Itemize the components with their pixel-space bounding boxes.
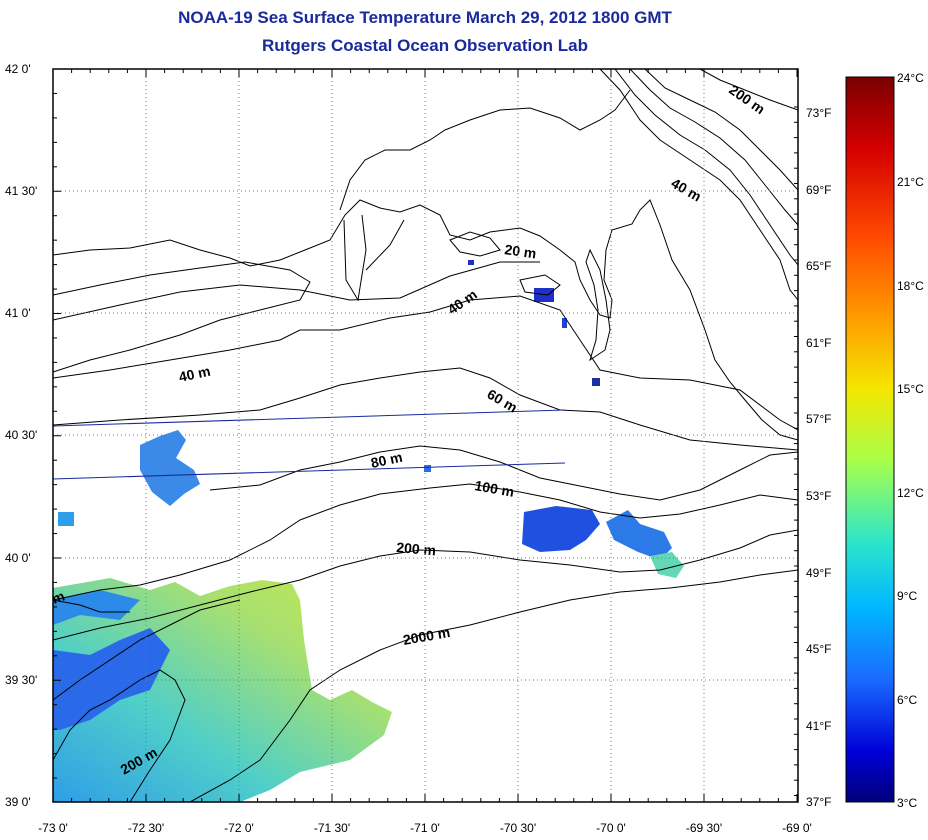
- lat-label: 39 0': [5, 795, 31, 809]
- contour-2000m: [189, 569, 798, 802]
- longitude-labels: -73 0' -72 30' -72 0' -71 30' -71 0' -70…: [38, 821, 812, 835]
- f-label: 61°F: [806, 336, 831, 350]
- f-label: 45°F: [806, 642, 831, 656]
- sst-patch-dot-1: [592, 378, 600, 386]
- depth-label-40-west: 40 m: [177, 363, 212, 385]
- cb-label: 12°C: [897, 486, 924, 500]
- cb-label: 9°C: [897, 589, 917, 603]
- transect-north: [52, 409, 566, 427]
- cb-label: 21°C: [897, 175, 924, 189]
- contour-ne-3: [629, 69, 798, 226]
- sst-patch-southwest-cold: [53, 628, 170, 730]
- lat-label: 39 30': [5, 673, 37, 687]
- contour-100m: [53, 483, 798, 601]
- transect-south: [52, 462, 566, 480]
- cb-label: 6°C: [897, 693, 917, 707]
- f-label: 49°F: [806, 566, 831, 580]
- tick-marks: [52, 68, 798, 802]
- lon-label: -71 0': [410, 821, 440, 835]
- cb-label: 24°C: [897, 71, 924, 85]
- contour-20m: [53, 261, 540, 321]
- f-label: 53°F: [806, 489, 831, 503]
- contour-60m: [53, 367, 798, 451]
- cb-label: 18°C: [897, 279, 924, 293]
- bay-line-1: [343, 214, 367, 302]
- gridlines: [53, 69, 798, 802]
- f-label: 69°F: [806, 183, 831, 197]
- island-martha: [449, 231, 501, 257]
- depth-label-100: 100 m: [473, 477, 515, 500]
- lon-label: -72 30': [128, 821, 164, 835]
- contour-ne-4: [644, 69, 798, 191]
- lon-label: -72 0': [224, 821, 254, 835]
- lat-label: 41 30': [5, 184, 37, 198]
- sst-patch-dot-4: [562, 318, 567, 328]
- lat-label: 41 0': [5, 306, 31, 320]
- depth-label-ne-40: 40 m: [669, 175, 705, 205]
- depth-label-edge: m: [50, 588, 67, 607]
- sst-patch-dot-3: [424, 465, 431, 472]
- lat-label: 42 0': [5, 62, 31, 76]
- depth-label-2000: 2000 m: [402, 624, 452, 648]
- cb-label: 15°C: [897, 382, 924, 396]
- latitude-labels: 42 0' 41 30' 41 0' 40 30' 40 0' 39 30' 3…: [5, 62, 37, 809]
- sst-patch-southwest-shelf: [53, 590, 140, 625]
- depth-label-ne-200: 200 m: [726, 81, 768, 117]
- long-island-shore: [53, 261, 311, 373]
- contour-40m: [53, 295, 798, 431]
- transect-lines: [52, 409, 566, 480]
- contour-sw-100m: [53, 599, 241, 701]
- f-label: 65°F: [806, 259, 831, 273]
- depth-label-200: 200 m: [396, 539, 437, 558]
- f-label: 41°F: [806, 719, 831, 733]
- depth-label-80: 80 m: [369, 449, 404, 471]
- fahrenheit-labels: 73°F 69°F 65°F 61°F 57°F 53°F 49°F 45°F …: [806, 106, 831, 809]
- island-nantucket: [519, 274, 561, 296]
- cape-cod: [585, 248, 611, 362]
- depth-label-20: 20 m: [504, 241, 538, 261]
- contour-ne-1: [599, 69, 798, 301]
- f-label: 37°F: [806, 795, 831, 809]
- colorbar-labels: 24°C 21°C 18°C 15°C 12°C 9°C 6°C 3°C: [897, 71, 924, 810]
- sst-patch-shelfbreak-2: [606, 510, 672, 560]
- sst-patch-dot-2: [468, 260, 474, 265]
- f-label: 73°F: [806, 106, 831, 120]
- f-label: 57°F: [806, 412, 831, 426]
- sst-data-layer: [53, 260, 684, 802]
- bay-line-2: [365, 219, 405, 271]
- sst-patch-nantucket: [534, 288, 554, 302]
- lon-label: -69 0': [782, 821, 812, 835]
- lon-label: -71 30': [314, 821, 350, 835]
- lat-label: 40 0': [5, 551, 31, 565]
- contour-sw-200m: [53, 669, 186, 802]
- lat-label: 40 30': [5, 428, 37, 442]
- contour-hudson: [53, 599, 130, 613]
- sst-patch-shelfbreak-3: [650, 552, 684, 578]
- cb-label: 3°C: [897, 796, 917, 810]
- coastline-north: [339, 89, 631, 211]
- lon-label: -69 30': [686, 821, 722, 835]
- sst-patch-shelfbreak-1: [522, 506, 600, 552]
- contour-ne-2: [614, 69, 798, 266]
- contour-200m: [53, 529, 798, 641]
- colorbar: [845, 76, 895, 803]
- lon-label: -70 0': [596, 821, 626, 835]
- sst-patch-small-1: [58, 512, 74, 526]
- lon-label: -70 30': [500, 821, 536, 835]
- map-title: NOAA-19 Sea Surface Temperature March 29…: [178, 8, 672, 27]
- lon-label: -73 0': [38, 821, 68, 835]
- contour-80m: [209, 445, 798, 501]
- coastline-main: [53, 199, 798, 441]
- map-subtitle: Rutgers Coastal Ocean Observation Lab: [262, 36, 588, 55]
- contour-lines: [53, 69, 798, 802]
- contour-ne-5: [699, 69, 798, 111]
- sst-patch-midshelf: [140, 430, 200, 506]
